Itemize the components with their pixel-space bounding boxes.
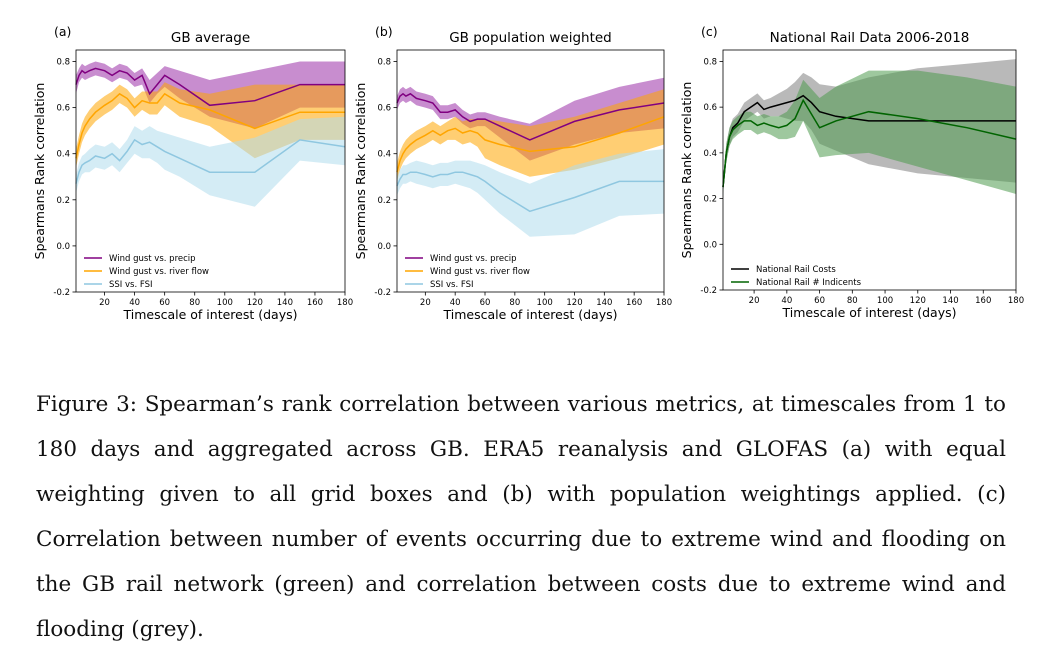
legend-label: SSI vs. FSI xyxy=(430,280,474,290)
legend-label: National Rail # Indicents xyxy=(756,278,862,288)
panel-label: (c) xyxy=(701,24,718,39)
legend-entry: National Rail # Indicents xyxy=(731,278,862,288)
plot-frame xyxy=(722,49,1017,291)
legend-entry: National Rail Costs xyxy=(731,265,836,275)
x-tick-label: 80 xyxy=(189,298,200,308)
x-tick-label: 160 xyxy=(307,298,323,308)
y-tick-label: 0.8 xyxy=(377,58,391,68)
y-tick-label: 0.2 xyxy=(377,196,391,206)
legend-label: Wind gust vs. precip xyxy=(430,254,517,264)
legend-label: Wind gust vs. river flow xyxy=(109,267,209,277)
legend-entry: Wind gust vs. precip xyxy=(405,254,517,264)
legend-entry: Wind gust vs. precip xyxy=(84,254,196,264)
y-tick-label: 0.6 xyxy=(56,104,70,114)
x-tick-label: 180 xyxy=(656,298,672,308)
x-tick-label: 80 xyxy=(847,296,858,306)
y-tick-label: 0.4 xyxy=(377,150,391,160)
y-axis-label: Spearmans Rank correlation xyxy=(679,82,694,259)
series-line-1 xyxy=(396,92,665,141)
x-tick-label: 160 xyxy=(626,298,642,308)
series-line-1 xyxy=(75,67,345,107)
chart-title: National Rail Data 2006-2018 xyxy=(770,30,970,46)
legend-label: SSI vs. FSI xyxy=(109,280,153,290)
x-tick-label: 120 xyxy=(910,296,926,306)
y-tick-label: 0.0 xyxy=(56,242,70,252)
x-tick-label: 100 xyxy=(217,298,233,308)
legend-label: National Rail Costs xyxy=(756,265,836,275)
legend-label: Wind gust vs. precip xyxy=(109,254,196,264)
series-band-2 xyxy=(723,70,1016,194)
x-tick-label: 140 xyxy=(942,296,958,306)
y-axis-label: Spearmans Rank correlation xyxy=(353,83,368,260)
y-tick-label: 0.0 xyxy=(703,240,717,250)
chart-title: GB average xyxy=(171,30,250,46)
chart-panel-3: 20 40 60 80 100 120 140 160 180 -0.2 0.0 0.2 0.4 0.6 0… xyxy=(679,24,1024,320)
legend-entry: SSI vs. FSI xyxy=(405,280,474,290)
figure-caption: Figure 3: Spearman’s rank correlation be… xyxy=(36,391,1006,642)
x-tick-label: 60 xyxy=(480,298,491,308)
y-tick-label: -0.2 xyxy=(700,286,717,296)
y-tick-label: 0.4 xyxy=(703,149,717,159)
x-tick-label: 140 xyxy=(277,298,293,308)
y-tick-label: -0.2 xyxy=(53,288,70,298)
y-tick-label: 0.4 xyxy=(56,150,70,160)
x-tick-label: 180 xyxy=(1008,296,1024,306)
y-tick-label: 0.6 xyxy=(703,103,717,113)
x-tick-label: 100 xyxy=(877,296,893,306)
x-tick-label: 180 xyxy=(337,298,353,308)
legend-entry: SSI vs. FSI xyxy=(84,280,153,290)
x-tick-label: 140 xyxy=(596,298,612,308)
x-tick-label: 40 xyxy=(129,298,140,308)
series-line-3 xyxy=(396,171,664,213)
x-tick-label: 80 xyxy=(509,298,520,308)
x-tick-label: 60 xyxy=(814,296,825,306)
x-tick-label: 120 xyxy=(247,298,263,308)
x-tick-label: 160 xyxy=(975,296,991,306)
series-band-3 xyxy=(76,116,345,207)
chart-panel-2: 20 40 60 80 100 120 140 160 180 -0.2 0.0 0.2 0.4 0.6 0… xyxy=(353,24,672,322)
series-band-2 xyxy=(397,89,664,182)
series-line-2 xyxy=(722,98,1017,188)
series-line-2 xyxy=(75,92,345,159)
series-line-3 xyxy=(75,138,346,184)
y-tick-label: 0.6 xyxy=(377,104,391,114)
x-axis-label: Timescale of interest (days) xyxy=(782,305,957,320)
panel-label: (a) xyxy=(54,24,71,39)
y-tick-label: 0.8 xyxy=(56,58,70,68)
y-tick-label: 0.0 xyxy=(377,242,391,252)
legend-label: Wind gust vs. river flow xyxy=(430,267,530,277)
x-tick-label: 120 xyxy=(566,298,582,308)
x-tick-label: 20 xyxy=(420,298,431,308)
y-tick-label: 0.2 xyxy=(703,195,717,205)
chart-title: GB population weighted xyxy=(449,30,612,46)
panel-label: (b) xyxy=(375,24,393,39)
y-axis-label: Spearmans Rank correlation xyxy=(32,83,47,260)
x-tick-label: 20 xyxy=(749,296,760,306)
series-band-3 xyxy=(397,149,664,237)
y-tick-label: -0.2 xyxy=(374,288,391,298)
x-axis-label: Timescale of interest (days) xyxy=(123,307,298,322)
chart-panel-1: 20 40 60 80 100 120 140 160 180 -0.2 0.0 0.2 0.4 0.6 0… xyxy=(32,24,353,322)
x-axis-label: Timescale of interest (days) xyxy=(443,307,618,322)
figure-panels: 20 40 60 80 100 120 140 160 180 -0.2 0.0 0.2 0.4 0.6 0… xyxy=(32,24,1024,322)
y-tick-label: 0.2 xyxy=(56,196,70,206)
x-tick-label: 40 xyxy=(450,298,461,308)
plot-frame xyxy=(396,49,665,293)
legend-entry: Wind gust vs. river flow xyxy=(405,267,530,277)
x-tick-label: 60 xyxy=(159,298,170,308)
series-band-1 xyxy=(397,77,664,161)
series-line-1 xyxy=(722,94,1016,188)
series-line-2 xyxy=(396,116,665,173)
x-tick-label: 100 xyxy=(537,298,553,308)
x-tick-label: 40 xyxy=(781,296,792,306)
x-tick-label: 20 xyxy=(99,298,110,308)
legend-entry: Wind gust vs. river flow xyxy=(84,267,209,277)
y-tick-label: 0.8 xyxy=(703,57,717,67)
plot-frame xyxy=(75,49,346,293)
